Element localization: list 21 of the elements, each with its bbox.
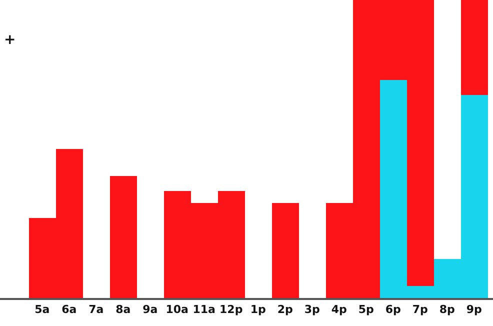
x-tick-label: 2p <box>277 303 293 316</box>
x-tick-label: 8p <box>439 303 455 316</box>
x-tick-label: 4p <box>331 303 347 316</box>
bar <box>110 176 137 298</box>
x-tick-label: 1p <box>250 303 266 316</box>
x-tick-label: 12p <box>220 303 243 316</box>
x-tick-label: 9p <box>466 303 482 316</box>
x-tick-label: 7p <box>412 303 428 316</box>
x-tick-label: 3p <box>304 303 320 316</box>
x-tick-label: 6p <box>385 303 401 316</box>
x-tick-label: 5a <box>34 303 50 316</box>
x-tick-label: 5p <box>358 303 374 316</box>
x-tick-label: 6a <box>62 303 77 316</box>
bar <box>461 0 488 95</box>
x-tick-label: 11a <box>192 303 216 316</box>
bar <box>272 203 299 298</box>
x-tick-label: 10a <box>166 303 188 316</box>
annotation: + <box>4 32 16 48</box>
x-tick-label: 7a <box>88 303 104 316</box>
x-tick-label: 9a <box>142 303 158 316</box>
x-tick-label: 8a <box>116 303 131 316</box>
